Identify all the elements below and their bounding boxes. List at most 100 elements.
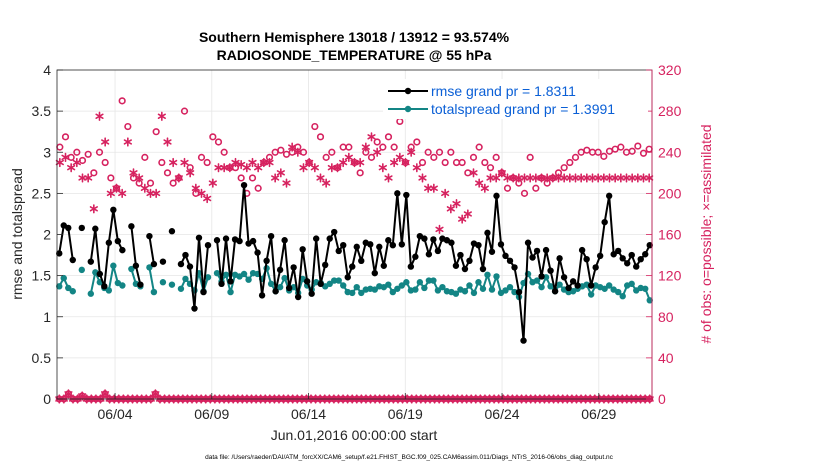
obs-assimilated-point — [333, 163, 342, 173]
obs-assimilated-point — [429, 183, 438, 193]
obs-possible-point — [520, 189, 529, 197]
obs-possible-point — [458, 158, 466, 167]
rmse-point — [335, 247, 342, 255]
obs-assimilated-point — [61, 152, 70, 162]
obs-possible-point — [163, 169, 172, 177]
rmse-point — [276, 266, 284, 274]
obs-possible-point — [146, 179, 155, 187]
obs-assimilated-point — [645, 173, 654, 183]
rmse-point — [267, 232, 275, 240]
obs-assimilated-point — [203, 193, 212, 204]
obs-assimilated-point — [225, 163, 234, 173]
rmse-point — [78, 224, 85, 232]
obs-assimilated-point — [254, 163, 263, 173]
rmse-point — [137, 281, 144, 288]
obs-assimilated-point — [174, 173, 183, 183]
rmse-point — [394, 190, 401, 197]
totalspread-point — [204, 274, 212, 281]
x-axis-label: Jun.01,2016 00:00:00 start — [271, 427, 438, 443]
obs-possible-point — [639, 149, 648, 157]
obs-assimilated-point — [163, 137, 172, 147]
obs-assimilated-point — [339, 157, 348, 168]
totalspread-point — [358, 289, 365, 297]
left-tick-label: 2 — [43, 227, 51, 243]
obs-assimilated-point — [452, 199, 461, 209]
right-tick-label: 280 — [658, 103, 682, 119]
rmse-point — [349, 263, 356, 270]
left-axis-label: rmse and totalspread — [9, 168, 25, 300]
rmse-point — [290, 264, 297, 271]
rmse-point — [592, 264, 599, 271]
obs-possible-point — [390, 143, 398, 151]
rmse-point — [488, 248, 496, 255]
totalspread-point — [479, 285, 487, 292]
obs-assimilated-point — [384, 173, 393, 183]
obs-possible-point — [356, 169, 364, 177]
obs-possible-point — [628, 147, 636, 155]
obs-assimilated-point — [64, 389, 73, 399]
series-layer — [55, 97, 654, 404]
totalspread-point — [434, 287, 442, 294]
rmse-point — [511, 264, 518, 271]
obs-possible-point — [413, 138, 421, 146]
rmse-point — [69, 256, 76, 264]
obs-possible-point — [124, 122, 132, 131]
obs-possible-point — [118, 97, 126, 105]
legend-box — [383, 79, 648, 119]
totalspread-point — [421, 284, 428, 292]
left-tick-label: 0.5 — [32, 350, 52, 366]
right-tick-label: 80 — [658, 309, 674, 325]
rmse-point — [227, 278, 234, 285]
obs-assimilated-point — [282, 178, 291, 188]
obs-assimilated-point — [72, 157, 81, 168]
totalspread-point — [646, 297, 653, 304]
totalspread-point — [87, 290, 95, 297]
rmse-point — [497, 241, 505, 248]
obs-possible-point — [492, 153, 500, 161]
legend: rmse grand pr = 1.8311 totalspread grand… — [383, 79, 648, 119]
totalspread-point — [587, 291, 595, 298]
obs-possible-point — [322, 153, 330, 161]
obs-possible-point — [237, 174, 245, 182]
obs-possible-point — [464, 169, 472, 177]
obs-possible-point — [475, 143, 483, 151]
rmse-point — [560, 274, 568, 281]
obs-possible-point — [180, 107, 189, 115]
obs-assimilated-point — [305, 157, 314, 168]
rmse-point — [596, 252, 604, 260]
rmse-point — [506, 257, 514, 265]
rmse-point — [281, 237, 288, 244]
obs-possible-point — [435, 148, 444, 156]
rmse-point — [515, 288, 523, 296]
obs-possible-point — [526, 153, 534, 161]
obs-assimilated-point — [55, 157, 64, 168]
rmse-point — [448, 239, 455, 246]
obs-possible-point — [634, 142, 642, 150]
rmse-point — [317, 280, 324, 288]
rmse-point — [403, 191, 410, 199]
rmse-point — [195, 234, 203, 241]
totalspread-point — [412, 286, 419, 293]
rmse-point — [642, 251, 649, 258]
rmse-point — [182, 251, 189, 259]
totalspread-point — [119, 282, 126, 289]
rmse-point — [168, 228, 176, 235]
obs-assimilated-point — [101, 137, 110, 147]
rmse-point — [412, 253, 419, 260]
rmse-point — [547, 267, 554, 274]
totalspread-point — [78, 266, 85, 274]
totalspread-point — [60, 274, 67, 282]
obs-possible-point — [594, 148, 602, 156]
totalspread-point — [240, 270, 248, 278]
rmse-point — [367, 241, 374, 248]
left-tick-label: 2.5 — [32, 185, 52, 201]
totalspread-point — [335, 277, 342, 284]
totalspread-point — [371, 286, 378, 293]
obs-assimilated-point — [441, 188, 450, 198]
totalspread-point — [110, 262, 117, 269]
obs-assimilated-point — [299, 163, 308, 173]
chart-subtitle: RADIOSONDE_TEMPERATURE @ 55 hPa — [217, 47, 492, 63]
rmse-point — [101, 283, 108, 290]
rmse-point — [177, 260, 185, 268]
obs-possible-point — [379, 143, 387, 151]
